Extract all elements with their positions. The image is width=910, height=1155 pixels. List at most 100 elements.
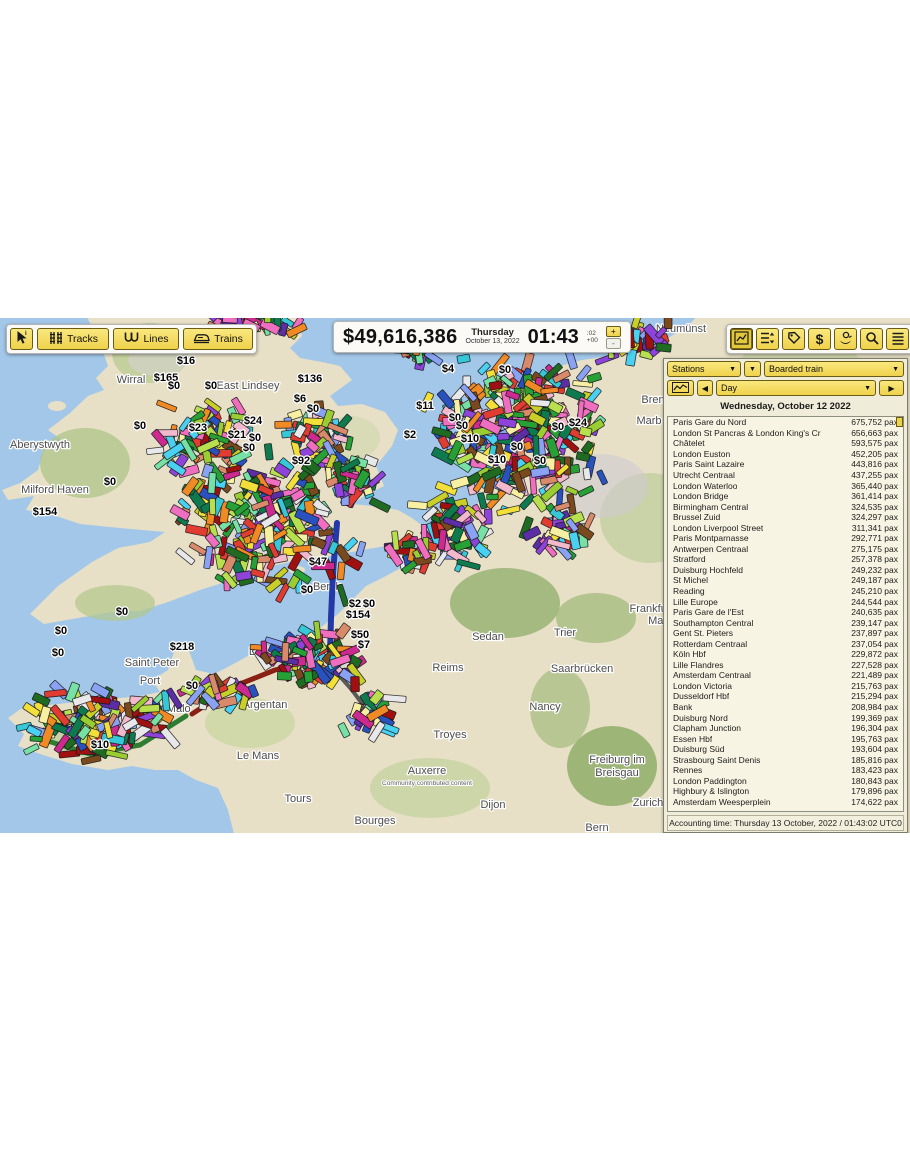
train-marker[interactable] bbox=[268, 542, 280, 559]
train-marker[interactable] bbox=[530, 466, 551, 478]
station-row[interactable]: London Waterloo 365,440 pax bbox=[668, 480, 903, 491]
train-marker[interactable] bbox=[79, 714, 97, 729]
train-marker[interactable] bbox=[546, 538, 571, 550]
train-marker[interactable] bbox=[655, 326, 668, 339]
tag-button[interactable] bbox=[782, 328, 805, 350]
train-marker[interactable] bbox=[310, 536, 327, 550]
station-row[interactable]: Paris Gare du Nord 675,752 pax bbox=[668, 417, 903, 428]
train-marker[interactable] bbox=[175, 547, 196, 566]
train-marker[interactable] bbox=[519, 493, 536, 511]
train-marker[interactable] bbox=[231, 519, 243, 534]
train-marker[interactable] bbox=[235, 570, 252, 582]
station-row[interactable]: Lille Europe 244,544 pax bbox=[668, 596, 903, 607]
dataset-extra-dropdown[interactable]: ▼ bbox=[744, 361, 761, 377]
train-marker[interactable] bbox=[329, 653, 352, 668]
station-row[interactable]: Châtelet 593,575 pax bbox=[668, 438, 903, 449]
train-marker[interactable] bbox=[572, 380, 594, 388]
station-row[interactable]: Highbury & Islington 179,896 pax bbox=[668, 786, 903, 797]
train-marker[interactable] bbox=[193, 417, 207, 436]
speed-down-button[interactable]: - bbox=[605, 337, 621, 349]
train-marker[interactable] bbox=[128, 731, 136, 745]
station-row[interactable]: Paris Gare de l'Est 240,635 pax bbox=[668, 607, 903, 618]
train-marker[interactable] bbox=[160, 727, 181, 750]
menu-button[interactable] bbox=[886, 328, 909, 350]
train-marker[interactable] bbox=[327, 540, 339, 555]
train-marker[interactable] bbox=[22, 702, 41, 718]
train-marker[interactable] bbox=[362, 454, 379, 468]
train-marker[interactable] bbox=[303, 457, 321, 475]
train-marker[interactable] bbox=[453, 398, 462, 420]
train-marker[interactable] bbox=[185, 523, 209, 537]
train-marker[interactable] bbox=[382, 694, 407, 704]
station-row[interactable]: London St Pancras & London King's Cr 656,… bbox=[668, 428, 903, 439]
station-row[interactable]: London Liverpool Street 311,341 pax bbox=[668, 522, 903, 533]
train-marker[interactable] bbox=[469, 433, 486, 447]
train-marker[interactable] bbox=[44, 688, 67, 698]
train-marker[interactable] bbox=[156, 399, 178, 413]
train-marker[interactable] bbox=[497, 417, 517, 429]
tracks-button[interactable]: Tracks bbox=[37, 328, 109, 350]
train-marker[interactable] bbox=[447, 439, 463, 462]
train-marker[interactable] bbox=[65, 681, 81, 703]
train-marker[interactable] bbox=[460, 383, 478, 402]
train-marker[interactable] bbox=[577, 485, 595, 498]
station-row[interactable]: Duisburg Hochfeld 249,232 pax bbox=[668, 565, 903, 576]
lines-button[interactable]: Lines bbox=[113, 328, 179, 350]
train-marker[interactable] bbox=[437, 435, 451, 450]
train-marker[interactable] bbox=[166, 459, 187, 476]
train-marker[interactable] bbox=[500, 390, 513, 415]
train-marker[interactable] bbox=[383, 543, 404, 567]
train-marker[interactable] bbox=[285, 322, 308, 338]
train-marker[interactable] bbox=[456, 452, 475, 465]
train-marker[interactable] bbox=[264, 318, 272, 324]
finances-button[interactable]: $ bbox=[808, 328, 831, 350]
station-row[interactable]: Duisburg Nord 199,369 pax bbox=[668, 712, 903, 723]
train-marker[interactable] bbox=[208, 497, 217, 516]
train-marker[interactable] bbox=[419, 391, 435, 413]
train-marker[interactable] bbox=[72, 693, 93, 707]
train-marker[interactable] bbox=[207, 318, 227, 323]
train-marker[interactable] bbox=[265, 577, 283, 594]
train-marker[interactable] bbox=[578, 426, 593, 438]
train-marker[interactable] bbox=[188, 541, 207, 556]
train-marker[interactable] bbox=[505, 389, 521, 401]
train-marker[interactable] bbox=[511, 471, 526, 493]
train-marker[interactable] bbox=[543, 362, 563, 382]
train-marker[interactable] bbox=[442, 516, 463, 529]
train-marker[interactable] bbox=[180, 438, 198, 462]
train-marker[interactable] bbox=[473, 450, 497, 468]
train-marker[interactable] bbox=[223, 420, 233, 434]
train-marker[interactable] bbox=[368, 470, 386, 488]
train-marker[interactable] bbox=[292, 544, 312, 553]
station-row[interactable]: Rotterdam Centraal 237,054 pax bbox=[668, 638, 903, 649]
train-marker[interactable] bbox=[222, 318, 238, 324]
train-marker[interactable] bbox=[481, 466, 503, 482]
station-row[interactable]: Duisburg Süd 193,604 pax bbox=[668, 744, 903, 755]
train-marker[interactable] bbox=[293, 423, 307, 439]
train-marker[interactable] bbox=[488, 380, 503, 391]
train-marker[interactable] bbox=[482, 406, 505, 420]
train-marker[interactable] bbox=[247, 684, 259, 698]
station-row[interactable]: St Michel 249,187 pax bbox=[668, 575, 903, 586]
train-marker[interactable] bbox=[293, 568, 312, 585]
payroll-button[interactable] bbox=[834, 328, 857, 350]
train-marker[interactable] bbox=[146, 446, 165, 455]
train-marker[interactable] bbox=[221, 571, 238, 589]
train-marker[interactable] bbox=[336, 583, 350, 607]
train-marker[interactable] bbox=[294, 508, 320, 527]
train-marker[interactable] bbox=[225, 464, 242, 474]
train-marker[interactable] bbox=[576, 400, 585, 422]
dataset-dropdown[interactable]: Stations ▼ bbox=[667, 361, 741, 377]
station-row[interactable]: Gent St. Pieters 237,897 pax bbox=[668, 628, 903, 639]
train-marker[interactable] bbox=[540, 386, 559, 395]
train-marker[interactable] bbox=[239, 478, 260, 493]
station-row[interactable]: London Paddington 180,843 pax bbox=[668, 776, 903, 787]
train-marker[interactable] bbox=[130, 695, 150, 713]
train-marker[interactable] bbox=[150, 712, 164, 727]
inspect-button[interactable]: i bbox=[10, 328, 33, 350]
train-marker[interactable] bbox=[368, 497, 391, 513]
train-marker[interactable] bbox=[311, 561, 336, 571]
train-marker[interactable] bbox=[290, 488, 306, 502]
station-row[interactable]: Rennes 183,423 pax bbox=[668, 765, 903, 776]
train-marker[interactable] bbox=[335, 622, 351, 640]
